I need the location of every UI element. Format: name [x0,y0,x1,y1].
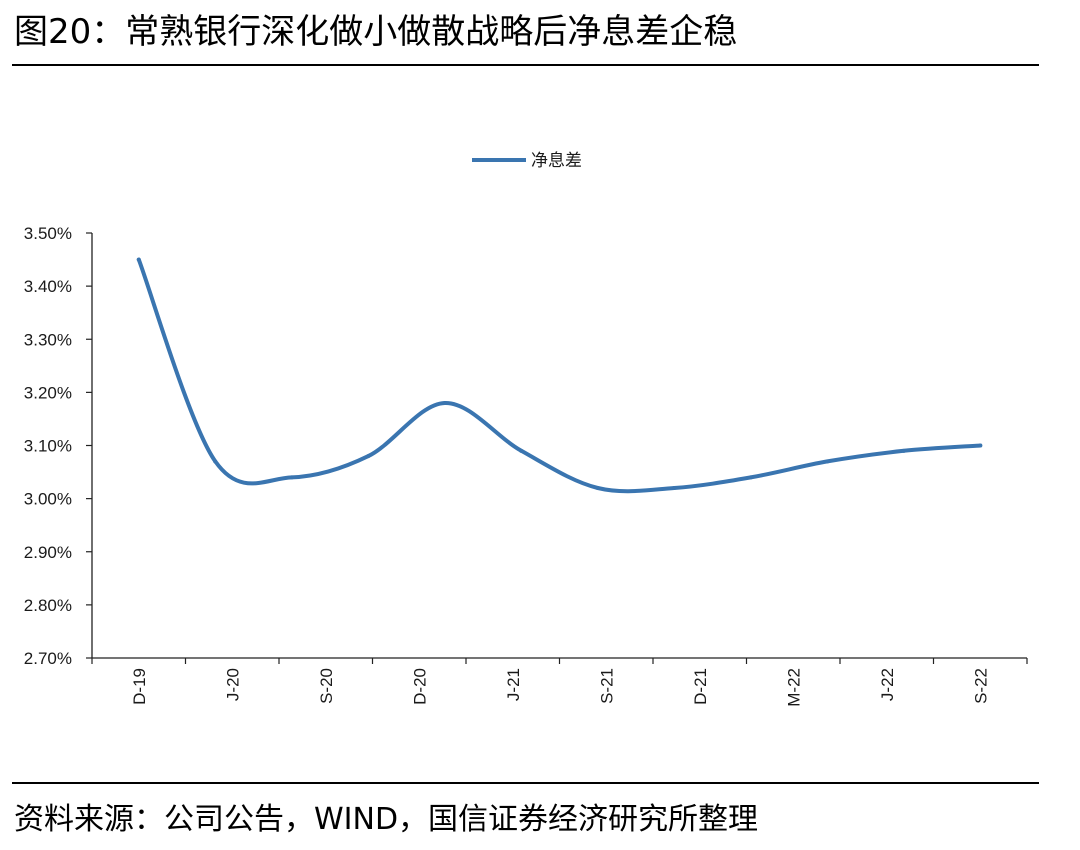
data-point-D-21 [748,475,753,480]
y-tick-label: 2.70% [24,649,72,668]
x-tick-label: S-20 [317,668,336,704]
data-point-J-21 [595,486,600,490]
data-point-J-20 [289,475,294,480]
x-tick-label: D-19 [130,668,149,705]
bottom-rule [12,782,1039,784]
x-tick-labels: D-19 J-20 S-20 D-20 J-21 S-21 D-21 M-22 J-22 S-22 [130,668,991,707]
y-tick-label: 3.30% [24,330,72,349]
series-line-net-interest-margin [136,257,983,494]
data-point-S-22 [978,443,983,448]
data-point-S-20 [366,454,371,459]
data-point-D-19 [136,257,141,262]
data-point-D-20 [442,401,447,405]
x-tick-label: J-20 [223,668,242,701]
figure-source: 资料来源：公司公告，WIND，国信证券经济研究所整理 [14,802,759,837]
top-rule [12,64,1039,66]
data-point-S-21 [672,486,677,490]
legend-label: 净息差 [531,151,582,171]
x-tick-label: D-20 [410,668,429,705]
x-tick-label: S-21 [597,668,616,704]
data-points [136,257,983,490]
x-tick-label: S-22 [971,668,990,704]
y-tick-label: 3.20% [24,383,72,402]
y-tick-label: 3.40% [24,277,72,296]
data-point-M-20 [213,459,218,464]
y-tick-label: 3.00% [24,490,72,509]
y-tick-labels: 3.50% 3.40% 3.30% 3.20% 3.10% 3.00% 2.90% 2.80%… [24,224,72,668]
x-tick-label: J-21 [504,668,523,701]
axes [86,232,1028,664]
y-tick-label: 3.10% [24,437,72,456]
y-tick-label: 2.90% [24,543,72,562]
data-point-M-21 [519,448,524,453]
figure-title: 图20：常熟银行深化做小做散战略后净息差企稳 [14,12,738,52]
y-tick-label: 2.80% [24,596,72,615]
data-point-M-22 [825,459,830,464]
x-tick-label: J-22 [878,668,897,701]
y-tick-label: 3.50% [24,224,72,243]
x-tick-label: M-22 [784,668,803,707]
x-tick-label: D-21 [691,668,710,705]
data-point-J-22 [901,448,906,453]
legend: 净息差 [472,151,582,171]
